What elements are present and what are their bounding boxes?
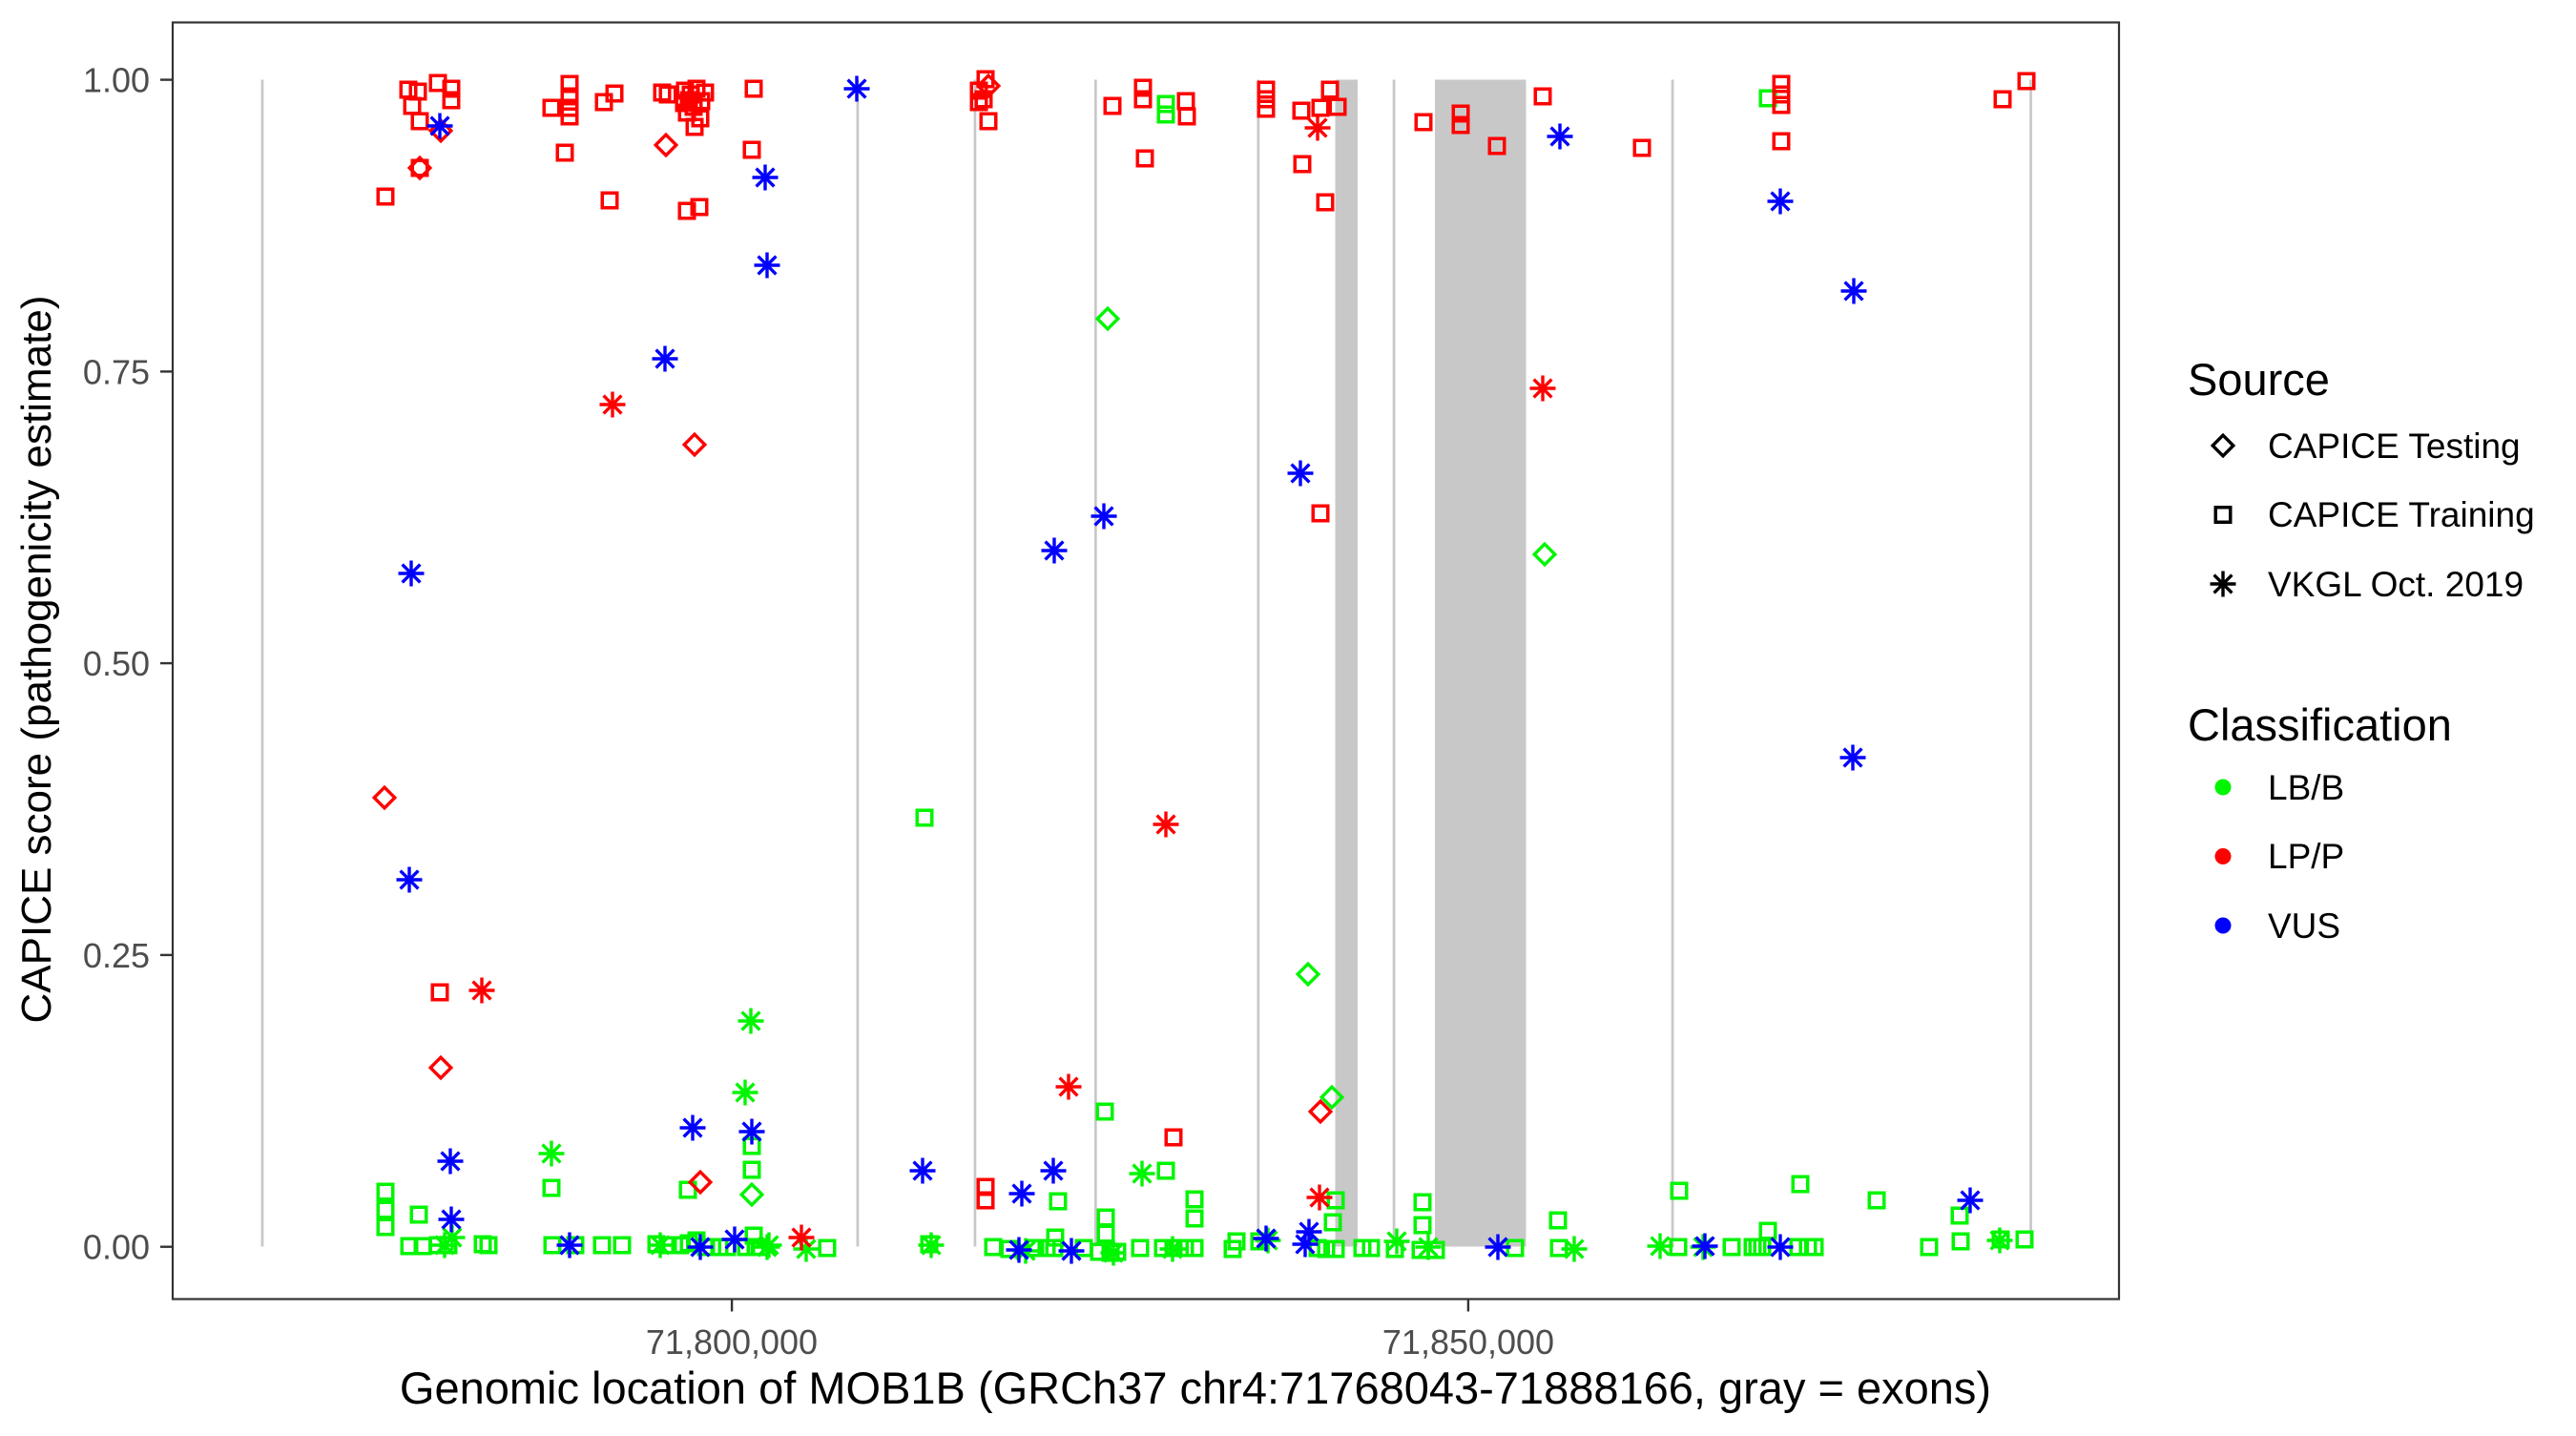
svg-text:Source: Source — [2188, 354, 2330, 405]
svg-text:Genomic location of MOB1B (GRC: Genomic location of MOB1B (GRCh37 chr4:7… — [400, 1363, 1991, 1413]
svg-text:0.75: 0.75 — [83, 352, 150, 391]
svg-text:LB/B: LB/B — [2268, 768, 2344, 807]
svg-text:1.00: 1.00 — [83, 61, 150, 100]
svg-text:CAPICE Training: CAPICE Training — [2268, 495, 2535, 534]
svg-text:LP/P: LP/P — [2268, 837, 2344, 876]
svg-text:CAPICE score (pathogenicity es: CAPICE score (pathogenicity estimate) — [13, 296, 60, 1024]
svg-text:0.00: 0.00 — [83, 1228, 150, 1267]
svg-text:0.50: 0.50 — [83, 644, 150, 683]
svg-text:71,800,000: 71,800,000 — [646, 1322, 818, 1362]
svg-text:VKGL Oct. 2019: VKGL Oct. 2019 — [2268, 565, 2524, 604]
svg-text:CAPICE Testing: CAPICE Testing — [2268, 427, 2521, 466]
svg-text:VUS: VUS — [2268, 906, 2340, 946]
svg-text:71,850,000: 71,850,000 — [1382, 1322, 1554, 1362]
svg-text:0.25: 0.25 — [83, 936, 150, 975]
svg-text:Classification: Classification — [2188, 699, 2452, 750]
